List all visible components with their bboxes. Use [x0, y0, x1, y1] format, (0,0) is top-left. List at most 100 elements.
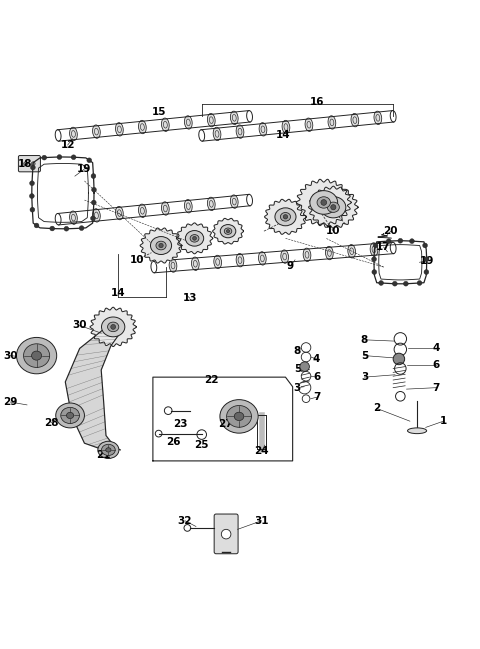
- Ellipse shape: [207, 114, 215, 127]
- Circle shape: [30, 207, 35, 212]
- Circle shape: [417, 280, 422, 286]
- Text: 20: 20: [384, 226, 398, 236]
- Circle shape: [64, 227, 69, 231]
- Ellipse shape: [151, 237, 171, 254]
- Ellipse shape: [282, 120, 290, 134]
- Ellipse shape: [230, 195, 238, 208]
- Text: 12: 12: [60, 140, 75, 150]
- Ellipse shape: [227, 406, 252, 427]
- Circle shape: [372, 257, 376, 262]
- Text: 7: 7: [432, 383, 440, 393]
- Ellipse shape: [220, 400, 258, 433]
- Ellipse shape: [93, 209, 100, 222]
- Ellipse shape: [161, 118, 169, 131]
- Ellipse shape: [408, 428, 427, 434]
- Ellipse shape: [230, 111, 238, 125]
- Text: 5: 5: [294, 363, 301, 374]
- FancyBboxPatch shape: [214, 514, 238, 554]
- Text: 14: 14: [276, 130, 290, 140]
- Text: 9: 9: [287, 261, 294, 271]
- Circle shape: [221, 530, 231, 539]
- Text: 14: 14: [111, 288, 125, 299]
- Circle shape: [424, 257, 429, 262]
- Ellipse shape: [259, 123, 267, 136]
- Text: 26: 26: [166, 437, 180, 447]
- Polygon shape: [140, 228, 182, 263]
- Text: 10: 10: [130, 255, 144, 265]
- Polygon shape: [309, 186, 358, 228]
- Text: 17: 17: [376, 242, 391, 252]
- Circle shape: [91, 216, 96, 221]
- Ellipse shape: [98, 441, 119, 458]
- Circle shape: [91, 200, 96, 205]
- Ellipse shape: [281, 250, 288, 263]
- Ellipse shape: [102, 445, 115, 456]
- Ellipse shape: [236, 254, 244, 267]
- Text: 4: 4: [313, 354, 320, 364]
- Circle shape: [424, 269, 429, 275]
- Text: 7: 7: [313, 392, 320, 402]
- Ellipse shape: [305, 118, 313, 131]
- Circle shape: [394, 333, 407, 345]
- Circle shape: [404, 281, 408, 286]
- Ellipse shape: [348, 245, 356, 258]
- Ellipse shape: [185, 230, 204, 246]
- Circle shape: [372, 269, 377, 275]
- Ellipse shape: [70, 211, 77, 225]
- Text: 8: 8: [361, 335, 368, 345]
- Text: 4: 4: [432, 343, 440, 354]
- Text: 33: 33: [26, 350, 40, 361]
- Ellipse shape: [169, 259, 177, 272]
- Text: 31: 31: [254, 516, 269, 526]
- Polygon shape: [213, 218, 243, 244]
- Circle shape: [30, 181, 35, 186]
- Ellipse shape: [275, 208, 296, 226]
- Ellipse shape: [116, 206, 123, 220]
- Text: 27: 27: [218, 419, 233, 428]
- Ellipse shape: [70, 127, 77, 141]
- Circle shape: [29, 193, 34, 199]
- Polygon shape: [296, 179, 351, 226]
- FancyBboxPatch shape: [18, 156, 40, 172]
- Ellipse shape: [325, 247, 333, 260]
- Ellipse shape: [328, 116, 336, 129]
- Circle shape: [50, 226, 55, 231]
- Circle shape: [301, 343, 311, 352]
- Ellipse shape: [93, 125, 100, 138]
- Text: 16: 16: [309, 97, 324, 107]
- Ellipse shape: [116, 123, 123, 136]
- Circle shape: [393, 281, 397, 286]
- Text: 28: 28: [44, 417, 58, 428]
- Text: 22: 22: [204, 374, 218, 385]
- Circle shape: [283, 215, 288, 219]
- Circle shape: [87, 158, 92, 163]
- Text: 19: 19: [420, 256, 434, 266]
- Circle shape: [79, 226, 84, 230]
- Ellipse shape: [310, 191, 337, 214]
- Circle shape: [379, 280, 384, 286]
- Ellipse shape: [184, 199, 192, 213]
- Text: 15: 15: [151, 106, 166, 117]
- Circle shape: [24, 162, 27, 165]
- Text: 6: 6: [313, 372, 320, 382]
- Ellipse shape: [207, 197, 215, 210]
- Circle shape: [321, 200, 326, 205]
- Circle shape: [31, 162, 35, 165]
- Ellipse shape: [156, 241, 166, 250]
- Ellipse shape: [61, 408, 79, 424]
- Text: 1: 1: [440, 416, 447, 426]
- Circle shape: [31, 165, 35, 170]
- Ellipse shape: [67, 412, 74, 419]
- Ellipse shape: [220, 225, 236, 238]
- Ellipse shape: [280, 212, 290, 221]
- Text: 10: 10: [326, 226, 341, 236]
- Circle shape: [92, 188, 96, 192]
- Text: 21: 21: [96, 450, 111, 459]
- Circle shape: [42, 155, 47, 160]
- Ellipse shape: [303, 248, 311, 262]
- Ellipse shape: [106, 448, 111, 452]
- Ellipse shape: [224, 228, 232, 234]
- Ellipse shape: [190, 234, 199, 242]
- Ellipse shape: [24, 344, 49, 367]
- Text: 3: 3: [294, 383, 301, 393]
